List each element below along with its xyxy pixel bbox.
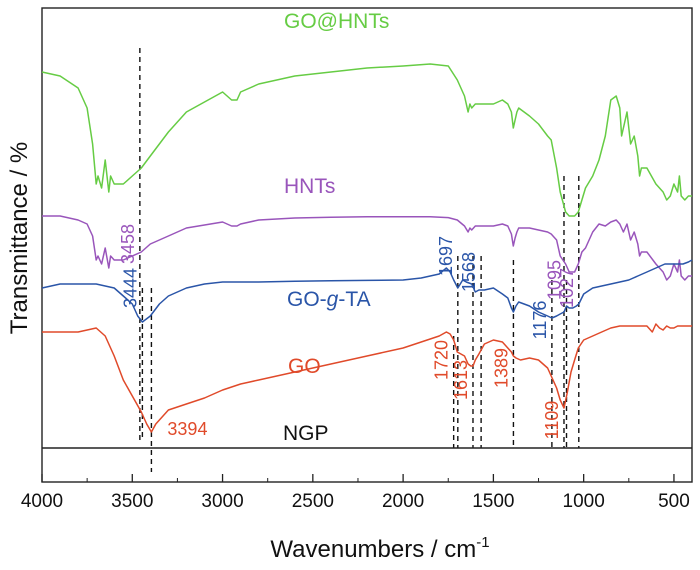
peak-label-1095: 1095: [545, 260, 565, 300]
series-label-ngp: NGP: [283, 422, 329, 445]
x-tick-label: 3000: [201, 491, 243, 512]
x-tick-label: 2500: [292, 491, 334, 512]
x-axis-ticks: 4000 3500 3000 2500 2000 1500 1000 500: [21, 474, 690, 512]
peak-label-1568: 1568: [459, 252, 479, 292]
series-label-go: GO: [288, 355, 321, 378]
series-lines: [41, 63, 693, 449]
peak-label-1389: 1389: [491, 348, 511, 388]
peak-label-1697: 1697: [436, 236, 456, 276]
x-tick-label: 4000: [21, 491, 63, 512]
peak-label-1613: 1613: [451, 360, 471, 400]
series-line-go: [42, 323, 692, 433]
series-line-hnts: [42, 215, 692, 281]
x-tick-label: 500: [658, 491, 690, 512]
x-tick-label: 2000: [382, 491, 424, 512]
x-axis-title: Wavenumbers / cm-1: [270, 534, 489, 563]
peak-label-1176: 1176: [530, 301, 550, 340]
x-tick-label: 3500: [111, 491, 153, 512]
peak-label-3444: 3444: [120, 268, 140, 308]
series-label-hnts: HNTs: [284, 175, 335, 198]
peak-label-3394: 3394: [167, 419, 207, 439]
x-tick-label: 1500: [472, 491, 514, 512]
peak-label-1027: 1027: [557, 268, 577, 308]
reference-lines: [139, 48, 580, 472]
series-labels: GO@HNTs HNTs GO-g-TA GO NGP: [283, 10, 389, 445]
peak-label-1109: 1109: [542, 401, 562, 440]
x-tick-label: 1000: [563, 491, 605, 512]
plot-frame: [41, 7, 693, 483]
series-label-go-hnts: GO@HNTs: [284, 10, 389, 33]
peak-labels: 3458 3444 3394 1720 1697 1613 1568 1389 1176 1109…: [118, 224, 577, 439]
series-label-go-g-ta: GO-g-TA: [287, 288, 371, 311]
series-line-go-g-ta: [41, 259, 693, 323]
series-line-go-hnts: [41, 63, 692, 217]
peak-label-1720: 1720: [432, 340, 452, 380]
y-axis-title: Transmittance / %: [6, 142, 33, 335]
peak-label-3458: 3458: [118, 224, 138, 264]
